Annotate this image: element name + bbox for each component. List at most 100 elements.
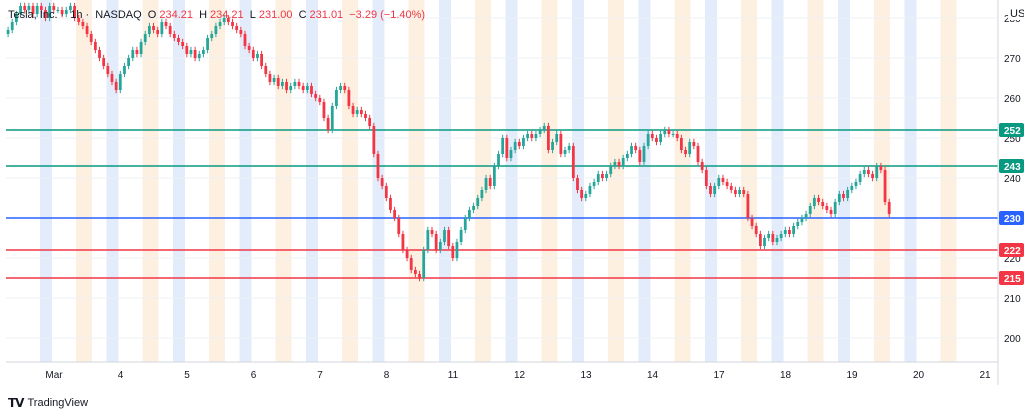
tradingview-logo-icon: 𝗧𝗩	[8, 396, 25, 410]
candle-up	[123, 66, 126, 74]
price-tick-label: 220	[1004, 254, 1021, 265]
candle-up	[854, 182, 858, 186]
candle-down	[135, 50, 139, 54]
candle-up	[588, 186, 592, 194]
candle-down	[434, 234, 438, 250]
candle-up	[64, 10, 68, 14]
candle-down	[297, 82, 301, 86]
candle-up	[526, 134, 530, 138]
price-axis: 200210220230240250260270280	[997, 0, 1021, 385]
candle-down	[405, 250, 409, 258]
time-axis: Mar 4 5 6 7 8 11 12 13 14 17 18 19 20 21	[6, 361, 998, 381]
premarket-shade	[306, 0, 318, 362]
candle-up	[497, 154, 500, 166]
candle-down	[505, 138, 509, 158]
candle-down	[576, 178, 579, 190]
exchange-label: NASDAQ	[95, 9, 142, 21]
candle-down	[871, 174, 874, 178]
candle-down	[326, 118, 330, 130]
candle-up	[646, 134, 650, 146]
candle-down	[152, 26, 155, 30]
candle-up	[779, 234, 783, 238]
candle-up	[214, 26, 218, 34]
afterhours-shade	[674, 0, 691, 362]
candle-up	[463, 218, 467, 230]
time-tick-label: 8	[384, 370, 390, 381]
candle-up	[551, 142, 554, 150]
candle-down	[397, 218, 401, 234]
candle-up	[846, 190, 850, 198]
candle-down	[418, 274, 421, 278]
candle-up	[567, 146, 571, 150]
candle-up	[625, 154, 629, 158]
candle-down	[617, 162, 621, 166]
brand-name: TradingView	[27, 397, 89, 409]
candle-down	[172, 34, 176, 38]
time-tick-label: 18	[780, 370, 792, 381]
candle-down	[193, 50, 197, 58]
level-tag-label: 222	[1004, 246, 1021, 257]
candle-up	[218, 22, 222, 26]
candle-down	[700, 162, 704, 170]
candle-up	[422, 250, 426, 278]
candle-down	[634, 146, 638, 150]
candle-down	[389, 198, 392, 210]
candle-down	[684, 150, 687, 154]
candle-up	[210, 34, 214, 38]
level-tag-bg	[999, 159, 1024, 173]
candle-down	[322, 102, 326, 118]
horizontal-levels	[6, 129, 998, 279]
candle-down	[679, 138, 683, 150]
candle-up	[443, 230, 446, 242]
candle-up	[14, 14, 18, 22]
currency-label[interactable]: USD	[1008, 8, 1024, 20]
candle-down	[310, 86, 313, 94]
premarket-shade	[173, 0, 185, 362]
candle-up	[222, 18, 226, 22]
candlesticks	[6, 2, 891, 282]
candle-down	[77, 18, 81, 22]
candle-up	[492, 166, 496, 186]
candle-up	[256, 54, 259, 58]
candle-down	[85, 26, 89, 34]
premarket-shade	[638, 0, 651, 362]
candle-down	[239, 30, 243, 34]
candle-down	[276, 78, 280, 86]
candle-up	[335, 90, 338, 106]
candle-down	[692, 142, 696, 146]
candle-up	[27, 6, 31, 10]
candle-up	[330, 106, 334, 130]
candle-down	[571, 146, 575, 178]
candle-down	[60, 10, 64, 14]
candle-down	[384, 186, 388, 198]
candle-down	[260, 54, 264, 66]
candle-up	[609, 166, 613, 174]
candle-down	[742, 190, 746, 194]
level-tag-bg	[999, 271, 1024, 285]
candle-down	[156, 30, 160, 34]
candle-down	[177, 38, 180, 42]
candle-up	[197, 54, 201, 58]
symbol-header[interactable]: Tesla, Inc. · 1h · NASDAQ O 234.21 H 234.21 …	[8, 9, 426, 21]
candle-down	[451, 246, 455, 258]
candle-up	[808, 206, 812, 214]
level-tag-label: 243	[1004, 162, 1021, 173]
candle-down	[667, 130, 671, 134]
time-tick-label: 4	[118, 370, 124, 381]
candle-down	[750, 218, 754, 226]
candle-up	[767, 234, 771, 238]
candle-down	[788, 230, 791, 234]
candle-down	[413, 270, 417, 274]
premarket-shade	[505, 0, 518, 362]
candle-up	[501, 138, 505, 154]
candle-up	[160, 22, 164, 34]
candle-up	[783, 230, 787, 234]
interval-label: 1h	[70, 9, 83, 21]
candle-down	[879, 166, 883, 170]
candle-down	[867, 170, 870, 174]
candle-down	[181, 42, 185, 46]
footer-brand[interactable]: 𝗧𝗩 TradingView	[8, 396, 88, 410]
candle-up	[476, 198, 480, 206]
time-tick-label: 11	[448, 370, 459, 381]
